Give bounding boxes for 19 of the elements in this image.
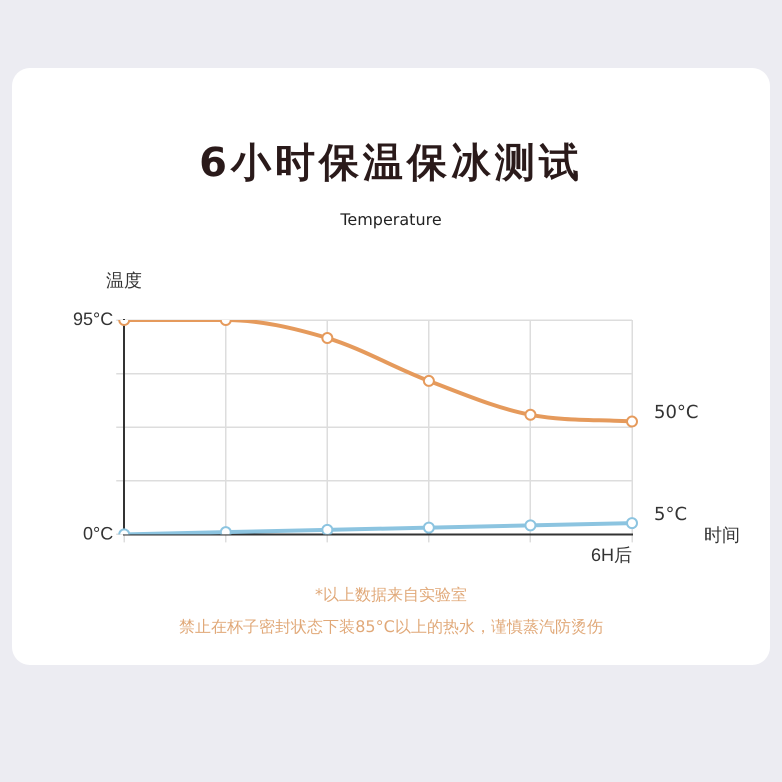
data-label: 50°C — [654, 402, 698, 424]
point — [524, 519, 536, 532]
x-axis-title: 时间 — [704, 525, 740, 546]
point — [422, 374, 435, 387]
x-tick-label: 6H后 — [590, 545, 632, 566]
point — [626, 517, 638, 530]
point — [524, 408, 536, 421]
y-tick-label: 95°C — [73, 308, 114, 329]
data-label: 5°C — [654, 504, 688, 525]
point — [422, 522, 435, 534]
point — [626, 416, 638, 428]
chart-title: 6小时保温保冰测试 — [198, 139, 584, 188]
point — [321, 524, 334, 534]
chart-subtitle: Temperature — [339, 210, 443, 229]
text: *以上数据来自实验室 — [314, 585, 468, 606]
y-tick-label: 0°C — [83, 523, 114, 544]
text: 禁止在杯子密封状态下装85°C以上的热水，谨慎蒸汽防烫伤 — [178, 617, 604, 638]
point — [321, 332, 334, 344]
y-axis-title: 温度 — [106, 270, 142, 292]
